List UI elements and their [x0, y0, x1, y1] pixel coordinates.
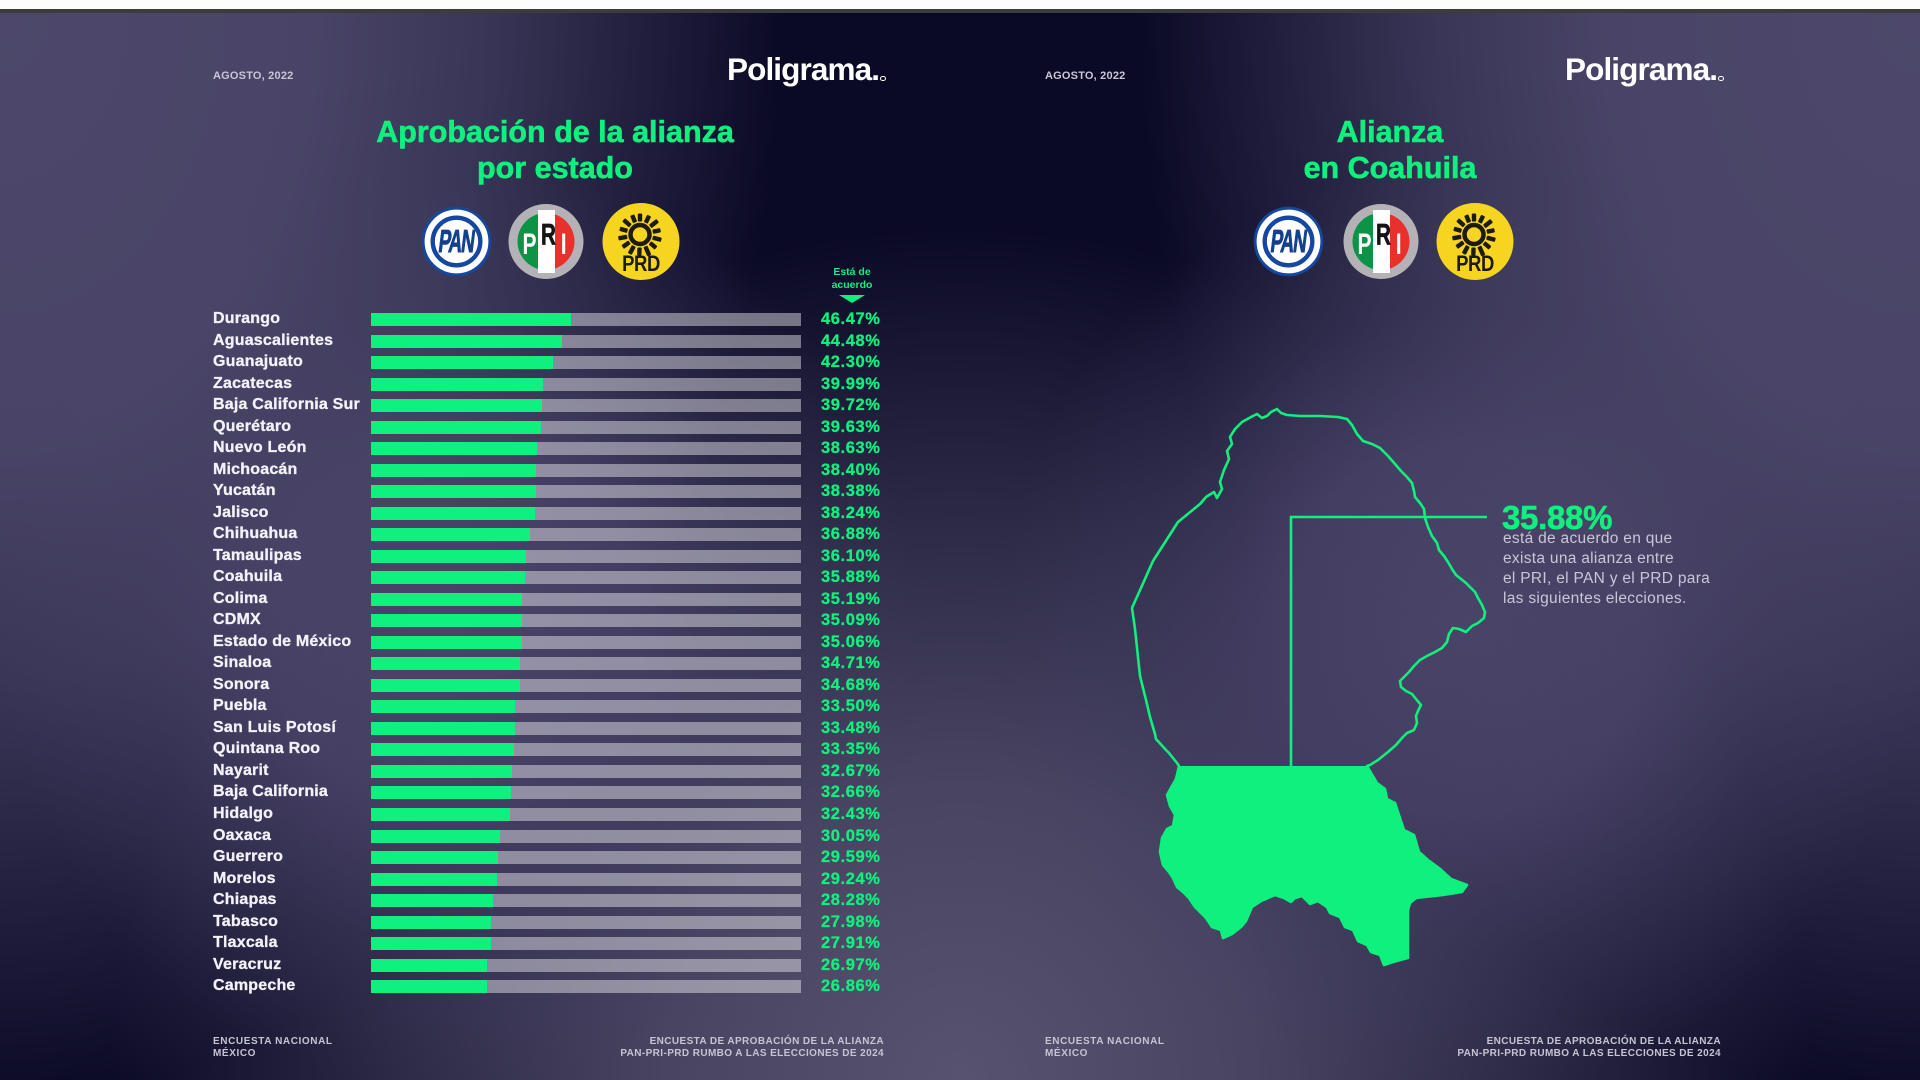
svg-text:PRD: PRD: [622, 253, 660, 277]
svg-text:P: P: [1358, 229, 1372, 261]
svg-text:PAN: PAN: [1269, 223, 1309, 259]
svg-text:PAN: PAN: [437, 223, 477, 259]
svg-text:P: P: [523, 229, 537, 261]
svg-text:PRD: PRD: [1456, 253, 1494, 277]
svg-text:I: I: [561, 229, 567, 261]
svg-text:R: R: [1376, 219, 1391, 251]
svg-text:R: R: [541, 219, 556, 251]
svg-text:I: I: [1396, 229, 1402, 261]
